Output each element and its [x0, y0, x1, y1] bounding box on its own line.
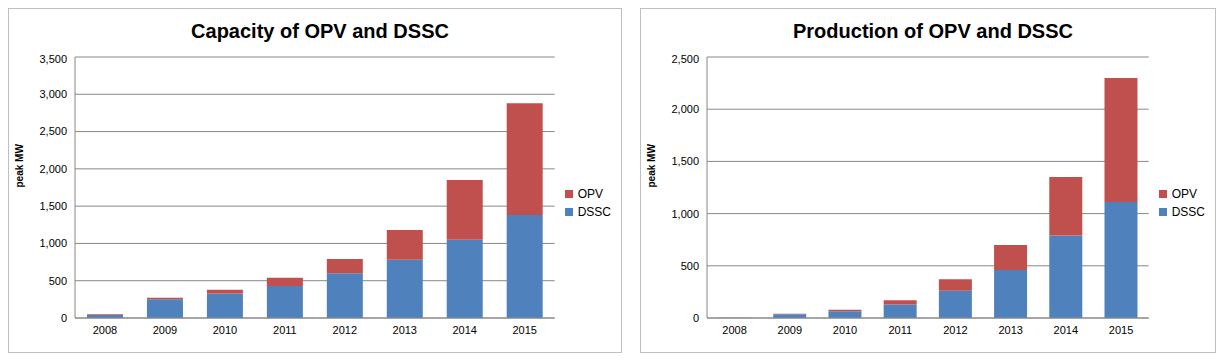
html-text:DSSC: DSSC [577, 204, 611, 219]
html-text:Production of OPV and DSSC: Production of OPV and DSSC [793, 20, 1073, 42]
svg-text:0: 0 [693, 312, 699, 324]
svg-text:2,000: 2,000 [39, 163, 67, 175]
svg-text:peak MW: peak MW [646, 144, 657, 188]
svg-text:2012: 2012 [333, 324, 357, 336]
html-text:DSSC: DSSC [1171, 204, 1205, 219]
svg-text:2013: 2013 [998, 324, 1022, 336]
svg-text:2009: 2009 [153, 324, 177, 336]
svg-text:2011: 2011 [888, 324, 912, 336]
svg-text:2,500: 2,500 [39, 125, 67, 137]
html-text:OPV: OPV [1171, 186, 1197, 201]
svg-text:2013: 2013 [393, 324, 417, 336]
svg-text:2,000: 2,000 [671, 103, 699, 115]
svg-text:2010: 2010 [213, 324, 237, 336]
svg-text:1,000: 1,000 [671, 208, 699, 220]
svg-text:3,500: 3,500 [39, 53, 67, 65]
svg-text:2014: 2014 [452, 324, 476, 336]
svg-text:1,500: 1,500 [671, 155, 699, 167]
svg-text:1,500: 1,500 [39, 200, 67, 212]
svg-text:2010: 2010 [833, 324, 857, 336]
html-text:OPV: OPV [577, 186, 603, 201]
svg-text:2015: 2015 [512, 324, 536, 336]
svg-text:2008: 2008 [93, 324, 117, 336]
svg-text:2012: 2012 [943, 324, 967, 336]
svg-text:2014: 2014 [1054, 324, 1078, 336]
svg-text:2015: 2015 [1109, 324, 1133, 336]
svg-text:500: 500 [681, 260, 699, 272]
svg-text:2008: 2008 [722, 324, 746, 336]
svg-text:0: 0 [61, 312, 67, 324]
svg-text:2,500: 2,500 [671, 53, 699, 65]
svg-text:peak MW: peak MW [14, 144, 25, 188]
svg-text:1,000: 1,000 [39, 237, 67, 249]
svg-text:2011: 2011 [273, 324, 297, 336]
svg-text:3,000: 3,000 [39, 88, 67, 100]
svg-text:2009: 2009 [778, 324, 802, 336]
svg-text:500: 500 [49, 275, 67, 287]
html-text:Capacity of OPV and DSSC: Capacity of OPV and DSSC [191, 20, 449, 42]
